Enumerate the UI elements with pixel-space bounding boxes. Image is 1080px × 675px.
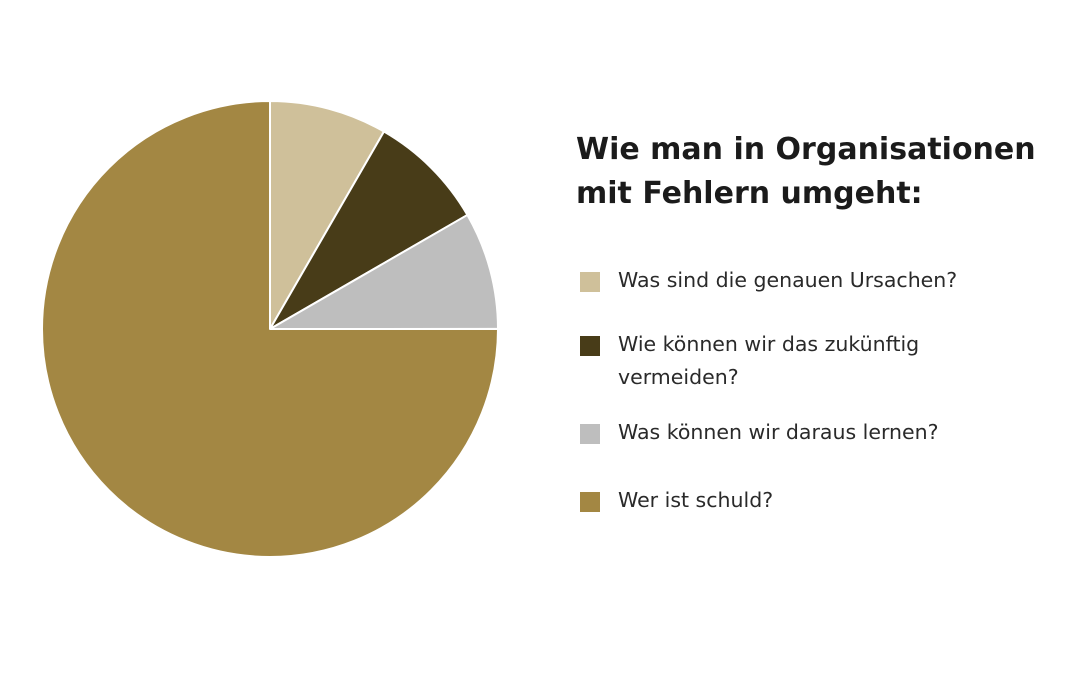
legend-item-avoid: Wie können wir das zukünftig vermeiden? xyxy=(580,328,1060,394)
legend: Was sind die genauen Ursachen? Wie könne… xyxy=(580,264,1060,517)
chart-title: Wie man in Organisationen mit Fehlern um… xyxy=(576,132,1036,211)
legend-swatch-causes xyxy=(580,272,600,292)
pie-slice-blame xyxy=(41,100,499,558)
pie-slice-learn xyxy=(269,213,499,330)
pie-chart xyxy=(41,100,499,558)
legend-swatch-blame xyxy=(580,492,600,512)
legend-swatch-learn xyxy=(580,424,600,444)
legend-label-learn: Was können wir daraus lernen? xyxy=(618,420,939,444)
legend-label-causes: Was sind die genauen Ursachen? xyxy=(618,268,958,292)
pie-slice-causes xyxy=(269,100,385,330)
legend-swatch-avoid xyxy=(580,336,600,356)
legend-label-blame: Wer ist schuld? xyxy=(618,488,774,512)
pie-slice-avoid xyxy=(269,130,469,330)
legend-item-blame: Wer ist schuld? xyxy=(580,484,1060,517)
legend-item-causes: Was sind die genauen Ursachen? xyxy=(580,264,1060,297)
legend-label-avoid: Wie können wir das zukünftig vermeiden? xyxy=(618,332,920,389)
legend-item-learn: Was können wir daraus lernen? xyxy=(580,416,1060,449)
